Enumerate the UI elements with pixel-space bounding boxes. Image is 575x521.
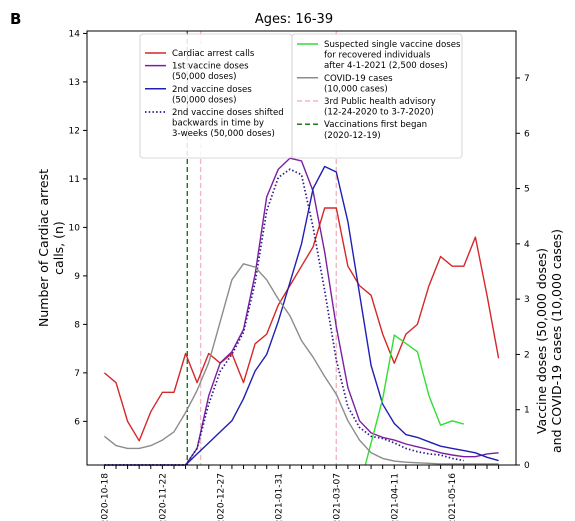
x-tick-label-0: 2020-10-18 [100, 473, 110, 521]
legend-left-label-2-0: 2nd vaccine doses [172, 85, 252, 95]
x-tick-label-5: 2021-04-11 [390, 473, 400, 521]
y-left-tick-label-6: 12 [69, 126, 80, 136]
series-line-3 [104, 168, 464, 466]
y-left-tick-label-2: 8 [74, 320, 80, 330]
series-line-1 [185, 157, 499, 466]
x-tick-label-4: 2021-03-07 [332, 473, 342, 521]
y-left-tick-label-7: 13 [69, 78, 80, 88]
legend-left-label-1-0: 1st vaccine doses [172, 62, 249, 72]
legend-right-label-0-1: for recovered individuals [324, 51, 431, 61]
y-left-axis-label-1: calls, (n) [51, 221, 66, 275]
x-tick-label-1: 2020-11-22 [158, 473, 168, 521]
legend-left-label-3-1: backwards in time by [172, 119, 264, 129]
x-tick-label-3: 2021-01-31 [274, 473, 284, 521]
y-right-axis-label-1: and COVID-19 cases (10,000 cases) [549, 229, 564, 453]
y-left-tick-label-4: 10 [69, 223, 81, 233]
y-right-tick-label-3: 3 [524, 295, 530, 305]
y-right-axis-label-0: Vaccine doses (50,000 doses) [534, 248, 549, 434]
series-line-2 [104, 165, 499, 466]
legend-right-label-2-1: (12-24-2020 to 3-7-2020) [324, 108, 434, 118]
legend-right-label-1-0: COVID-19 cases [324, 74, 393, 84]
y-left-tick-label-8: 14 [69, 29, 81, 39]
y-left-tick-label-1: 7 [74, 369, 80, 379]
legend-left-label-3-0: 2nd vaccine doses shifted [172, 108, 284, 118]
y-left-tick-label-5: 11 [69, 175, 80, 185]
legend-right-label-3-0: Vaccinations first began [324, 120, 427, 130]
y-right-tick-label-7: 7 [524, 74, 530, 84]
legend-right-label-3-1: (2020-12-19) [324, 131, 381, 141]
legend-left-label-1-1: (50,000 doses) [172, 72, 236, 82]
legend-right-box [291, 33, 463, 159]
series-line-4 [364, 334, 464, 466]
legend-right-label-0-0: Suspected single vaccine doses [324, 40, 461, 50]
legend-right-label-2-0: 3rd Public health advisory [324, 97, 436, 107]
legend-left-label-0-0: Cardiac arrest calls [172, 49, 255, 59]
y-left-tick-label-3: 9 [74, 272, 80, 282]
y-right-tick-label-4: 4 [524, 240, 530, 250]
y-left-tick-label-0: 6 [74, 417, 80, 427]
legend-left-label-3-2: 3-weeks (50,000 doses) [172, 129, 275, 139]
y-left-axis-label-0: Number of Cardiac arrest [36, 169, 51, 327]
x-tick-label-2: 2020-12-27 [216, 473, 226, 521]
y-right-tick-label-5: 5 [524, 185, 530, 195]
panel-label: B [10, 10, 21, 28]
legend-right-label-0-2: after 4-1-2021 (2,500 doses) [324, 61, 448, 71]
y-right-tick-label-2: 2 [524, 350, 530, 360]
legend-left-label-2-1: (50,000 doses) [172, 95, 236, 105]
series-line-0 [103, 207, 500, 442]
legend-right-label-1-1: (10,000 cases) [324, 84, 388, 94]
x-tick-label-6: 2021-05-16 [448, 473, 458, 521]
series-line-5 [103, 263, 499, 465]
y-right-tick-label-0: 0 [524, 461, 530, 471]
y-right-tick-label-1: 1 [524, 406, 530, 416]
chart-title: Ages: 16-39 [255, 12, 333, 27]
y-right-tick-label-6: 6 [524, 129, 530, 139]
